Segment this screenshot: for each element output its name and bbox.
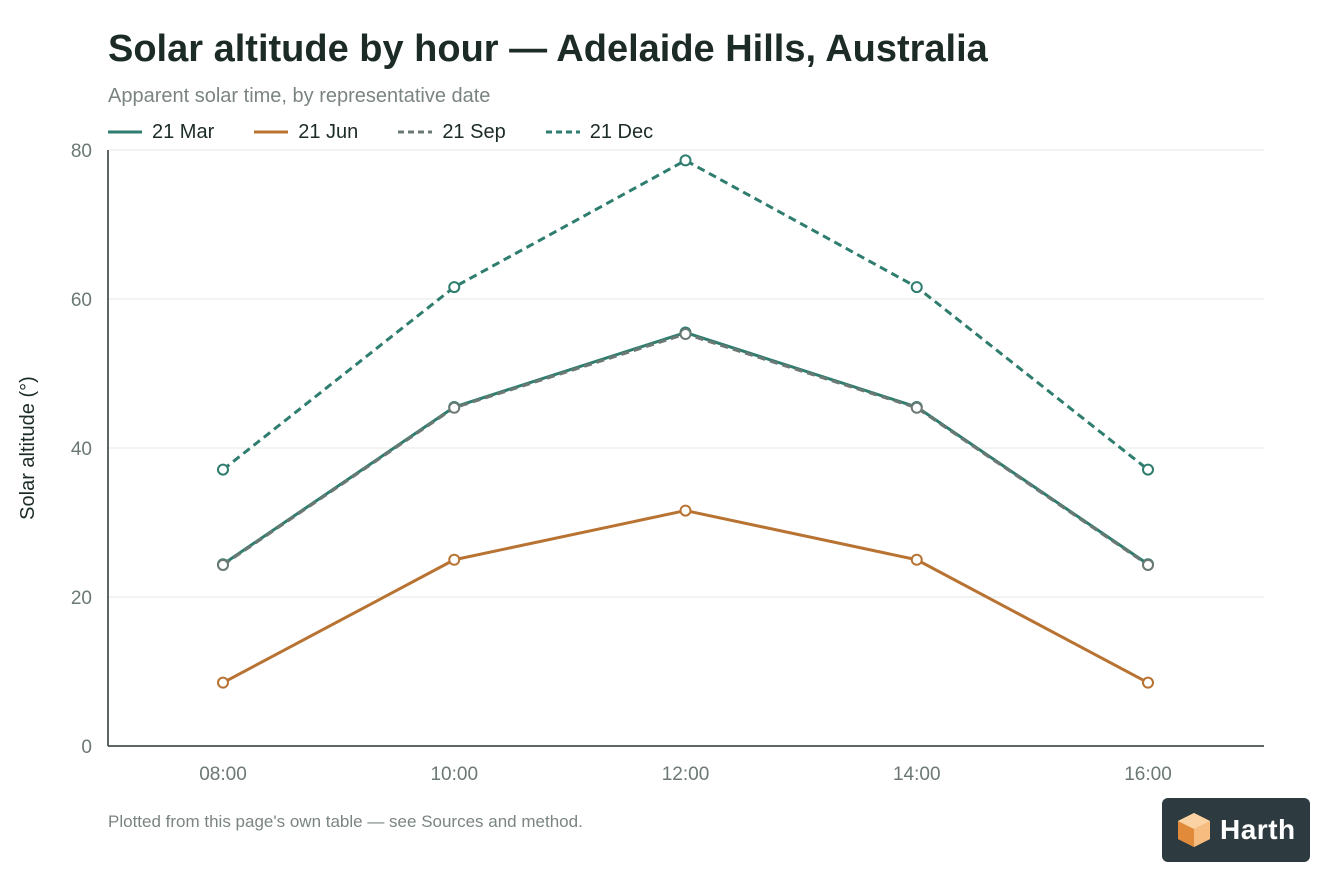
legend-label: 21 Jun xyxy=(298,120,359,143)
data-point xyxy=(217,463,229,476)
legend-item: 21 Dec xyxy=(545,120,654,144)
data-point xyxy=(448,553,461,566)
legend-item: 21 Jun xyxy=(254,121,358,144)
legend-label: 21 Dec xyxy=(589,120,654,143)
x-tick-label: 14:00 xyxy=(893,764,941,785)
legend-item: 21 Sep xyxy=(398,120,506,144)
x-tick-label: 08:00 xyxy=(199,764,247,785)
chart-legend: 21 Mar 21 Jun 21 Sep 21 Dec xyxy=(108,120,693,144)
footnote: Plotted from this page's own table — see… xyxy=(108,812,583,831)
chart-title: Solar altitude by hour — Adelaide Hills,… xyxy=(108,28,988,70)
data-point xyxy=(448,401,461,414)
data-point xyxy=(1142,558,1154,571)
data-point xyxy=(448,281,461,294)
legend-swatch xyxy=(108,130,142,134)
legend-swatch xyxy=(254,130,289,134)
data-point xyxy=(910,281,923,294)
brand-logo: Harth xyxy=(1162,798,1310,862)
x-tick-label: 10:00 xyxy=(430,764,478,785)
brand-name: Harth xyxy=(1220,814,1296,845)
data-point xyxy=(217,676,229,689)
data-point xyxy=(910,553,923,566)
data-point xyxy=(1142,676,1154,689)
legend-label: 21 Mar xyxy=(152,120,215,143)
y-tick-label: 0 xyxy=(81,737,92,758)
x-tick-label: 16:00 xyxy=(1124,764,1172,785)
y-tick-label: 80 xyxy=(71,141,92,162)
series-line-21-dec xyxy=(222,158,1149,471)
cube-icon xyxy=(1178,813,1210,847)
data-point xyxy=(679,154,692,167)
legend-item: 21 Mar xyxy=(108,121,214,144)
legend-swatch xyxy=(398,130,433,134)
data-point xyxy=(679,504,692,517)
y-tick-label: 60 xyxy=(71,290,92,311)
data-point xyxy=(1142,463,1154,476)
data-point xyxy=(910,401,923,414)
data-point xyxy=(217,558,229,571)
x-tick-label: 12:00 xyxy=(662,764,710,785)
legend-swatch xyxy=(545,130,580,134)
data-point xyxy=(679,328,692,341)
y-tick-label: 40 xyxy=(71,439,92,460)
series-line-21-sep xyxy=(222,332,1149,567)
y-axis-label: Solar altitude (°) xyxy=(17,376,39,520)
y-tick-label: 20 xyxy=(71,588,92,609)
legend-label: 21 Sep xyxy=(442,120,506,143)
chart-subtitle: Apparent solar time, by representative d… xyxy=(108,85,491,107)
